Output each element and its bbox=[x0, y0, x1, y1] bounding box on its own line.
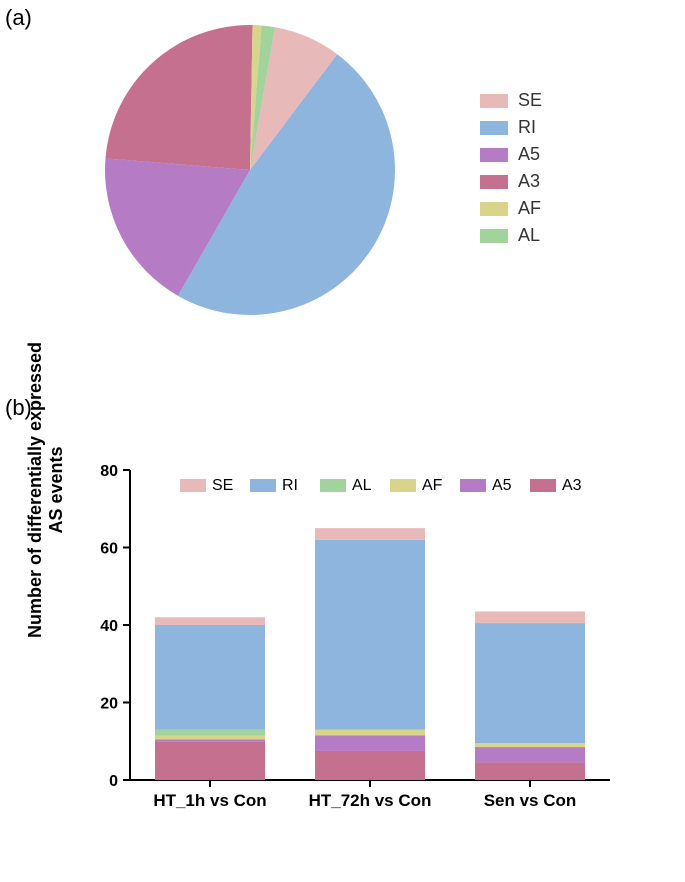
bar-legend-swatch-AL bbox=[320, 479, 346, 492]
bar-legend-label-A5: A5 bbox=[492, 477, 512, 494]
bar-legend-swatch-A5 bbox=[460, 479, 486, 492]
bar-legend-swatch-RI bbox=[250, 479, 276, 492]
bar-legend-swatch-AF bbox=[390, 479, 416, 492]
y-tick-label: 40 bbox=[100, 618, 118, 635]
legend-swatch-SE bbox=[480, 94, 508, 108]
bar-seg-A5 bbox=[155, 739, 265, 741]
legend-swatch-AL bbox=[480, 229, 508, 243]
legend-swatch-AF bbox=[480, 202, 508, 216]
bar-seg-RI bbox=[315, 540, 425, 730]
legend-label-A3: A3 bbox=[518, 171, 540, 192]
pie-legend: SE RI A5 A3 AF AL bbox=[480, 90, 542, 252]
pie-legend-item-AL: AL bbox=[480, 225, 542, 246]
bar-legend-label-AF: AF bbox=[422, 477, 443, 494]
bar-legend-swatch-A3 bbox=[530, 479, 556, 492]
bar-seg-RI bbox=[155, 625, 265, 730]
x-category-label: HT_72h vs Con bbox=[309, 791, 432, 810]
y-tick-label: 0 bbox=[109, 773, 118, 790]
legend-label-A5: A5 bbox=[518, 144, 540, 165]
bar-seg-AF bbox=[315, 730, 425, 736]
legend-swatch-RI bbox=[480, 121, 508, 135]
pie-legend-item-A5: A5 bbox=[480, 144, 542, 165]
bar-legend: SE RI AL AF A5 A3 bbox=[180, 477, 582, 494]
x-category-label: HT_1h vs Con bbox=[153, 791, 266, 810]
legend-swatch-A3 bbox=[480, 175, 508, 189]
legend-swatch-A5 bbox=[480, 148, 508, 162]
pie-legend-item-RI: RI bbox=[480, 117, 542, 138]
bar-seg-A5 bbox=[475, 747, 585, 763]
bar-seg-AF bbox=[155, 735, 265, 739]
pie-chart bbox=[100, 20, 400, 320]
bar-legend-label-A3: A3 bbox=[562, 477, 582, 494]
bar-ylabel: Number of differentially expressed AS ev… bbox=[25, 340, 67, 640]
pie-legend-item-SE: SE bbox=[480, 90, 542, 111]
x-category-label: Sen vs Con bbox=[484, 791, 577, 810]
bar-seg-AL bbox=[155, 730, 265, 736]
y-tick-label: 60 bbox=[100, 541, 118, 558]
panel-label-a: (a) bbox=[5, 5, 32, 31]
bar-seg-SE bbox=[475, 611, 585, 623]
bar-legend-label-AL: AL bbox=[352, 477, 372, 494]
bar-seg-SE bbox=[155, 617, 265, 625]
bar-legend-swatch-SE bbox=[180, 479, 206, 492]
bar-legend-label-RI: RI bbox=[282, 477, 298, 494]
pie-legend-item-AF: AF bbox=[480, 198, 542, 219]
legend-label-SE: SE bbox=[518, 90, 542, 111]
legend-label-AL: AL bbox=[518, 225, 540, 246]
bar-legend-label-SE: SE bbox=[212, 477, 233, 494]
y-tick-label: 80 bbox=[100, 463, 118, 480]
bar-seg-RI bbox=[475, 623, 585, 743]
bar-seg-A3 bbox=[475, 763, 585, 780]
y-tick-label: 20 bbox=[100, 696, 118, 713]
legend-label-AF: AF bbox=[518, 198, 541, 219]
bar-seg-AF bbox=[475, 743, 585, 747]
pie-slice-A3 bbox=[105, 25, 252, 170]
bar-seg-A3 bbox=[155, 741, 265, 780]
bar-chart: 0 20 40 60 80 HT_1h vs Con HT_72h vs Con Sen vs… bbox=[70, 440, 630, 840]
bar-seg-SE bbox=[315, 528, 425, 540]
bar-seg-A3 bbox=[315, 751, 425, 780]
bar-seg-A5 bbox=[315, 735, 425, 751]
pie-legend-item-A3: A3 bbox=[480, 171, 542, 192]
legend-label-RI: RI bbox=[518, 117, 536, 138]
